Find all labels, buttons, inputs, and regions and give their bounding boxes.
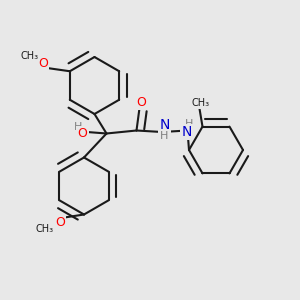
Text: O: O — [55, 216, 65, 230]
Text: O: O — [78, 127, 87, 140]
Text: H: H — [74, 122, 82, 132]
Text: CH₃: CH₃ — [192, 98, 210, 108]
Text: N: N — [159, 118, 170, 132]
Text: O: O — [136, 96, 146, 109]
Text: O: O — [38, 57, 48, 70]
Text: CH₃: CH₃ — [20, 51, 38, 61]
Text: CH₃: CH₃ — [36, 224, 54, 235]
Text: H: H — [160, 130, 169, 141]
Text: H: H — [185, 119, 193, 129]
Text: N: N — [182, 125, 192, 139]
